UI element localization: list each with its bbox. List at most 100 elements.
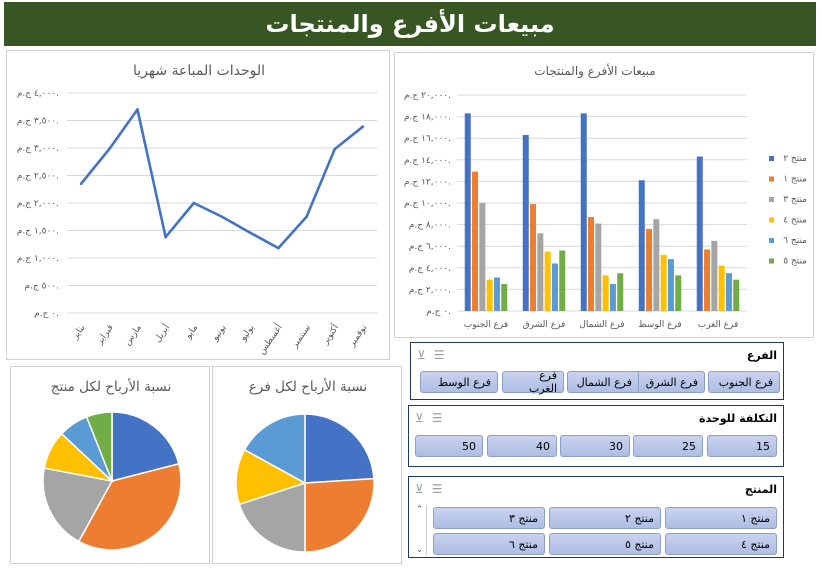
legend-swatch xyxy=(769,176,774,182)
branch-product-sales-title: مبيعات الأفرع والمنتجات xyxy=(534,63,655,79)
branch-item-north[interactable]: فرع الشمال xyxy=(567,371,639,393)
y-tick-label: ٦,٠٠٠ ج.م. xyxy=(409,242,451,252)
branch-slicer-title: الفرع xyxy=(746,348,777,362)
branch-product-sales-svg: مبيعات الأفرع والمنتجات ٠ ج.م. ٢,٠٠٠ ج.م. ٤… xyxy=(404,63,807,330)
y-tick-label: ٣,٥٠٠ ج.م. xyxy=(17,117,59,127)
bar xyxy=(602,275,609,311)
monthly-units-chart[interactable]: الوحدات المباعة شهريا ٠ ج.م. ٥٠٠ ج.م. ١,٠٠٠… xyxy=(6,50,390,360)
unit-cost-item-50[interactable]: 50 xyxy=(415,435,483,457)
pie-slice xyxy=(42,467,114,543)
product-item-4[interactable]: منتج ٤ xyxy=(665,533,777,555)
bar xyxy=(493,277,500,311)
y-tick-label: ٤,٠٠٠ ج.م. xyxy=(17,89,59,99)
x-tick-label: يوليو xyxy=(238,323,257,344)
x-tick-label: سبتمبر xyxy=(289,323,313,351)
unit-cost-item-30[interactable]: 30 xyxy=(560,435,630,457)
bar xyxy=(696,156,703,311)
product-slicer[interactable]: ⊻ ☰ المنتج ⌃ ⌄ منتج ١ منتج ٢ منتج ٣ منتج… xyxy=(408,476,784,558)
monthly-units-title: الوحدات المباعة شهريا xyxy=(133,63,265,79)
clear-filter-icon[interactable]: ⊻ xyxy=(415,411,424,425)
branch-slicer[interactable]: ⊻ ☰ الفرع فرع الجنوب فرع الشرق فرع الشما… xyxy=(410,342,784,400)
data-point xyxy=(107,147,111,151)
unit-cost-slicer[interactable]: ⊻ ☰ التكلفة للوحدة 15 25 30 40 50 xyxy=(408,405,784,467)
x-tick-label: أكتوبر xyxy=(318,322,341,347)
branch-item-center[interactable]: فرع الوسط xyxy=(420,371,498,393)
x-tick-label: فبراير xyxy=(94,323,115,348)
bar xyxy=(667,259,674,311)
bar xyxy=(638,180,645,311)
product-item-1[interactable]: منتج ١ xyxy=(665,507,777,529)
unit-cost-item-25[interactable]: 25 xyxy=(633,435,703,457)
pie-slice xyxy=(235,448,307,506)
pie-slice xyxy=(243,413,306,485)
data-point xyxy=(220,215,224,219)
product-slicer-title: المنتج xyxy=(744,482,777,496)
x-tick-label: فرع الجنوب xyxy=(464,320,508,330)
x-tick-label: مايو xyxy=(183,323,200,342)
multi-select-icon[interactable]: ☰ xyxy=(431,482,443,496)
profit-by-branch-title: نسبة الأرباح لكل فرع xyxy=(249,378,367,395)
pie-slice xyxy=(304,413,375,484)
profit-by-branch-chart[interactable]: نسبة الأرباح لكل فرع xyxy=(212,366,402,564)
pie-slice xyxy=(85,411,113,482)
branch-item-south[interactable]: فرع الجنوب xyxy=(708,371,780,393)
bar xyxy=(580,113,587,311)
x-tick-label: أبريل xyxy=(151,322,172,345)
legend-label: منتج ١ xyxy=(783,175,807,185)
legend-swatch xyxy=(769,258,774,264)
y-tick-label: ١٠,٠٠٠ ج.م. xyxy=(404,199,451,209)
branch-item-east[interactable]: فرع الشرق xyxy=(633,371,705,393)
legend-label: منتج ٢ xyxy=(783,154,807,164)
product-item-5[interactable]: منتج ٥ xyxy=(549,533,661,555)
y-tick-label: ٥٠٠ ج.م. xyxy=(25,282,60,292)
y-tick-label: ١٨,٠٠٠ ج.م. xyxy=(404,113,451,123)
product-item-6[interactable]: منتج ٦ xyxy=(433,533,545,555)
bar xyxy=(551,263,558,311)
scroll-up-icon[interactable]: ⌃ xyxy=(415,505,424,515)
clear-filter-icon[interactable]: ⊻ xyxy=(417,348,426,362)
bar xyxy=(609,284,616,311)
y-tick-label: ١٤,٠٠٠ ج.م. xyxy=(404,156,451,166)
unit-cost-item-40[interactable]: 40 xyxy=(487,435,557,457)
product-item-3[interactable]: منتج ٣ xyxy=(433,507,545,529)
unit-cost-item-15[interactable]: 15 xyxy=(707,435,777,457)
x-tick-label: فرع الوسط xyxy=(638,320,681,330)
profit-by-product-chart[interactable]: نسبة الأرباح لكل منتج xyxy=(10,366,210,564)
multi-select-icon[interactable]: ☰ xyxy=(433,348,445,362)
bar xyxy=(479,203,486,311)
bar xyxy=(711,240,718,311)
branch-item-west[interactable]: فرع الغرب xyxy=(502,369,564,395)
bar xyxy=(718,265,725,311)
y-tick-label: ١٦,٠٠٠ ج.م. xyxy=(404,134,451,144)
y-tick-label: ١٢,٠٠٠ ج.م. xyxy=(404,177,451,187)
x-tick-label: مارس xyxy=(123,323,144,348)
y-tick-label: ٠ ج.م. xyxy=(34,309,59,319)
y-tick-label: ١,٠٠٠ ج.م. xyxy=(17,254,59,264)
profit-by-product-svg: نسبة الأرباح لكل منتج xyxy=(42,378,182,551)
pie-slice xyxy=(238,481,306,553)
product-item-2[interactable]: منتج ٢ xyxy=(549,507,661,529)
legend-swatch xyxy=(769,238,774,243)
bar xyxy=(559,250,566,311)
clear-filter-icon[interactable]: ⊻ xyxy=(415,482,424,496)
bar xyxy=(646,228,653,311)
scroll-down-icon[interactable]: ⌄ xyxy=(415,545,424,555)
bar xyxy=(660,254,667,311)
bar xyxy=(544,251,551,311)
bar xyxy=(675,275,682,311)
bar xyxy=(472,171,479,311)
product-slicer-scrollbar[interactable]: ⌃ ⌄ xyxy=(413,505,427,555)
multi-select-icon[interactable]: ☰ xyxy=(431,411,443,425)
bar xyxy=(733,279,740,311)
data-point xyxy=(192,201,196,205)
profit-by-product-title: نسبة الأرباح لكل منتج xyxy=(51,378,171,395)
legend-swatch xyxy=(769,156,774,161)
y-tick-label: ٣,٠٠٠ ج.م. xyxy=(17,144,59,154)
y-tick-label: ١,٥٠٠ ج.م. xyxy=(17,227,59,237)
y-tick-label: ٢,٠٠٠ ج.م. xyxy=(409,285,451,295)
branch-product-sales-chart[interactable]: مبيعات الأفرع والمنتجات ٠ ج.م. ٢,٠٠٠ ج.م. ٤… xyxy=(394,52,814,338)
legend-label: منتج ٤ xyxy=(783,216,807,226)
data-point xyxy=(136,108,139,111)
y-tick-label: ٢٠,٠٠٠ ج.م. xyxy=(404,91,451,101)
bar xyxy=(595,223,602,311)
